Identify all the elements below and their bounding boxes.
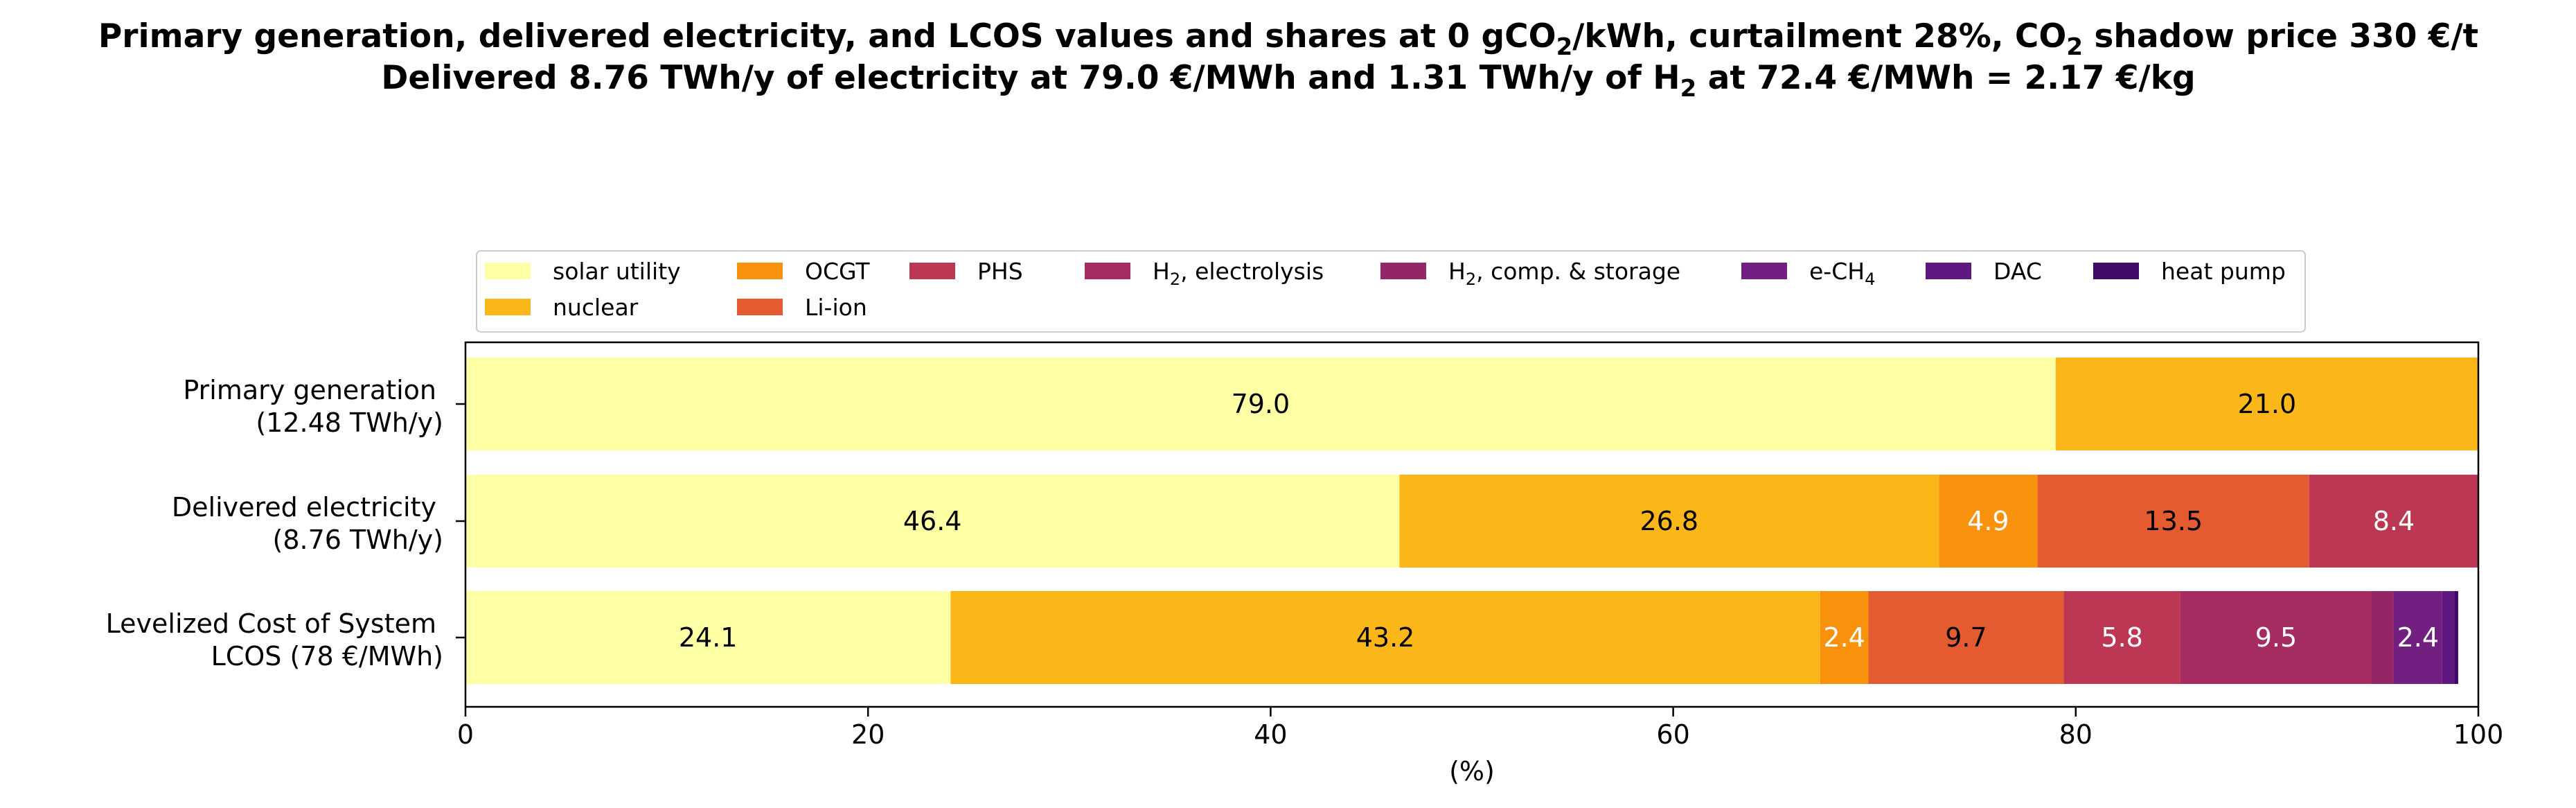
x-tick-label: 60 bbox=[1656, 719, 1689, 750]
legend-label-h2-comp-storage: H2, comp. & storage bbox=[1448, 258, 1680, 289]
bar-label-levelized-cost-of-system-ocgt: 2.4 bbox=[1823, 622, 1865, 653]
bar-label-levelized-cost-of-system-e-ch4: 2.4 bbox=[2397, 622, 2439, 653]
chart-title-line-2: Delivered 8.76 TWh/y of electricity at 7… bbox=[381, 59, 2195, 103]
chart-legend: solar utility nuclear OCGT Li-ion PHS H2, ele… bbox=[476, 250, 2306, 333]
legend-label-ocgt: OCGT bbox=[805, 258, 870, 285]
legend-swatch-h2-electrolysis bbox=[1085, 263, 1130, 279]
bar-delivered-electricity-nuclear bbox=[1399, 475, 1939, 568]
legend-swatch-phs bbox=[909, 263, 955, 279]
bar-levelized-cost-of-system-e-ch4 bbox=[2393, 591, 2442, 684]
legend-label-h2-electrolysis: H2, electrolysis bbox=[1153, 258, 1324, 289]
bar-label-delivered-electricity-li-ion: 13.5 bbox=[2144, 506, 2203, 536]
legend-swatch-nuclear bbox=[485, 299, 531, 315]
y-axis: Primary generation(12.48 TWh/y) Delivered… bbox=[106, 375, 465, 671]
x-tick-label: 100 bbox=[2453, 719, 2504, 750]
x-axis-label: (%) bbox=[1449, 756, 1495, 787]
plot-frame bbox=[464, 341, 2480, 708]
bar-value-labels: 79.0 21.0 46.4 26.8 4.9 13.5 8.4 24.1 43.2 2.4 9.7… bbox=[679, 389, 2439, 653]
bar-label-levelized-cost-of-system-li-ion: 9.7 bbox=[1945, 622, 1987, 653]
bar-label-levelized-cost-of-system-solar-utility: 24.1 bbox=[679, 622, 738, 653]
chart-title-line-1: Primary generation, delivered electricit… bbox=[98, 17, 2478, 61]
bar-label-delivered-electricity-solar-utility: 46.4 bbox=[903, 506, 962, 536]
bar-levelized-cost-of-system-phs bbox=[2063, 591, 2180, 684]
legend-swatch-h2-comp-storage bbox=[1380, 263, 1426, 279]
legend-label-dac: DAC bbox=[1993, 258, 2042, 285]
legend-swatch-dac bbox=[1926, 263, 1971, 279]
bar-label-delivered-electricity-nuclear: 26.8 bbox=[1640, 506, 1698, 536]
bar-label-delivered-electricity-ocgt: 4.9 bbox=[1967, 506, 2009, 536]
x-tick-label: 80 bbox=[2059, 719, 2093, 750]
legend-label-nuclear: nuclear bbox=[553, 294, 639, 321]
legend-swatch-heat-pump bbox=[2093, 263, 2139, 279]
bar-delivered-electricity-ocgt bbox=[1939, 475, 2038, 568]
legend-label-solar-utility: solar utility bbox=[553, 258, 681, 285]
y-category-label: Levelized Cost of System bbox=[106, 608, 436, 639]
bar-delivered-electricity-li-ion bbox=[2037, 475, 2309, 568]
legend-label-heat-pump: heat pump bbox=[2161, 258, 2286, 285]
legend-swatch-solar-utility bbox=[485, 263, 531, 279]
x-tick-label: 40 bbox=[1254, 719, 1287, 750]
bar-label-levelized-cost-of-system-nuclear: 43.2 bbox=[1356, 622, 1415, 653]
legend-swatch-e-ch4 bbox=[1741, 263, 1787, 279]
bar-label-levelized-cost-of-system-phs: 5.8 bbox=[2101, 622, 2142, 653]
legend-label-li-ion: Li-ion bbox=[805, 294, 867, 321]
bar-label-primary-generation-nuclear: 21.0 bbox=[2238, 389, 2297, 419]
x-tick-label: 0 bbox=[457, 719, 474, 750]
y-category-sublabel: LCOS (78 €/MWh) bbox=[211, 641, 443, 671]
x-tick-label: 20 bbox=[851, 719, 885, 750]
legend-label-e-ch4: e-CH4 bbox=[1809, 258, 1875, 289]
legend-label-phs: PHS bbox=[977, 258, 1023, 285]
x-axis: 0 20 40 60 80 100 bbox=[457, 707, 2503, 750]
bar-levelized-cost-of-system-heat-pump bbox=[2454, 591, 2458, 684]
y-category-label: Primary generation bbox=[183, 375, 436, 405]
bar-label-delivered-electricity-phs: 8.4 bbox=[2373, 506, 2415, 536]
bar-segments bbox=[465, 358, 2478, 684]
legend-swatch-ocgt bbox=[737, 263, 783, 279]
bar-levelized-cost-of-system-nuclear bbox=[950, 591, 1820, 684]
y-category-label: Delivered electricity bbox=[172, 492, 436, 522]
bar-levelized-cost-of-system-ocgt bbox=[1820, 591, 1869, 684]
bar-delivered-electricity-solar-utility bbox=[465, 475, 1400, 568]
bar-levelized-cost-of-system-h2-comp-storage bbox=[2371, 591, 2394, 684]
bar-delivered-electricity-phs bbox=[2309, 475, 2478, 568]
legend-swatch-li-ion bbox=[737, 299, 783, 315]
bar-levelized-cost-of-system-solar-utility bbox=[465, 591, 951, 684]
bar-primary-generation-solar-utility bbox=[465, 358, 2056, 450]
y-category-sublabel: (12.48 TWh/y) bbox=[256, 407, 443, 438]
y-category-sublabel: (8.76 TWh/y) bbox=[273, 525, 444, 555]
bar-primary-generation-nuclear bbox=[2055, 358, 2478, 450]
bar-label-levelized-cost-of-system-h2-electrolysis: 9.5 bbox=[2255, 622, 2297, 653]
bar-levelized-cost-of-system-li-ion bbox=[1868, 591, 2064, 684]
bar-levelized-cost-of-system-dac bbox=[2442, 591, 2455, 684]
bar-label-primary-generation-solar-utility: 79.0 bbox=[1232, 389, 1290, 419]
bar-levelized-cost-of-system-h2-electrolysis bbox=[2180, 591, 2372, 684]
